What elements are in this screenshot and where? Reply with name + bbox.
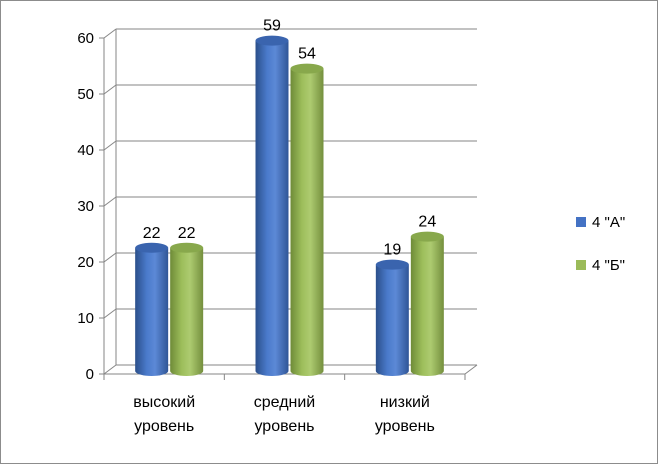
- y-tick-label: 40: [77, 142, 94, 159]
- data-label: 19: [383, 242, 401, 259]
- bars-layer: [135, 35, 444, 377]
- bar-cap: [170, 242, 204, 253]
- bar-body: [135, 247, 169, 377]
- bar: [170, 242, 204, 377]
- legend-swatch: [576, 217, 586, 227]
- gridline-depth: [103, 364, 117, 375]
- y-tick-label: 30: [77, 198, 94, 215]
- bar-cap: [290, 63, 324, 74]
- bar-cap: [255, 35, 289, 46]
- gridline-depth: [103, 84, 117, 95]
- x-category-label: уровень: [375, 418, 435, 435]
- gridline-depth: [103, 28, 117, 39]
- floor-edge: [464, 364, 478, 375]
- bar-cap: [135, 242, 169, 253]
- gridline-depth: [103, 308, 117, 319]
- bar-cap: [375, 259, 409, 270]
- legend-label: 4 "А": [592, 214, 625, 231]
- gridline-depth: [103, 252, 117, 263]
- y-tick-label: 20: [77, 254, 94, 271]
- legend: 4 "А" 4 "Б": [576, 214, 625, 274]
- gridline-depth: [103, 140, 117, 151]
- x-category-label: средний: [254, 394, 316, 411]
- data-label: 22: [178, 225, 196, 242]
- x-category-label: высокий: [133, 394, 195, 411]
- data-label: 24: [418, 214, 436, 231]
- legend-label: 4 "Б": [592, 257, 625, 274]
- bar-cap: [410, 231, 444, 242]
- bar-body: [290, 68, 324, 377]
- bar: [410, 231, 444, 377]
- bar: [135, 242, 169, 377]
- legend-swatch: [576, 260, 586, 270]
- data-label: 59: [263, 18, 281, 35]
- y-tick-label: 50: [77, 86, 94, 103]
- x-category-label: уровень: [254, 418, 314, 435]
- x-category-label: уровень: [134, 418, 194, 435]
- y-tick-label: 10: [77, 310, 94, 327]
- bar-body: [255, 40, 289, 377]
- y-tick-label: 60: [77, 30, 94, 47]
- data-label: 22: [143, 225, 161, 242]
- data-label: 54: [298, 46, 316, 63]
- bar-body: [170, 247, 204, 377]
- bar: [375, 259, 409, 377]
- y-tick-label: 0: [86, 366, 94, 383]
- x-category-label: низкий: [380, 394, 430, 411]
- bar-body: [375, 264, 409, 377]
- bar: [255, 35, 289, 377]
- bar: [290, 63, 324, 377]
- labels-layer: высокий уровень средний уровень низкий уровен…: [133, 18, 436, 435]
- bar-body: [410, 236, 444, 377]
- gridline-depth: [103, 196, 117, 207]
